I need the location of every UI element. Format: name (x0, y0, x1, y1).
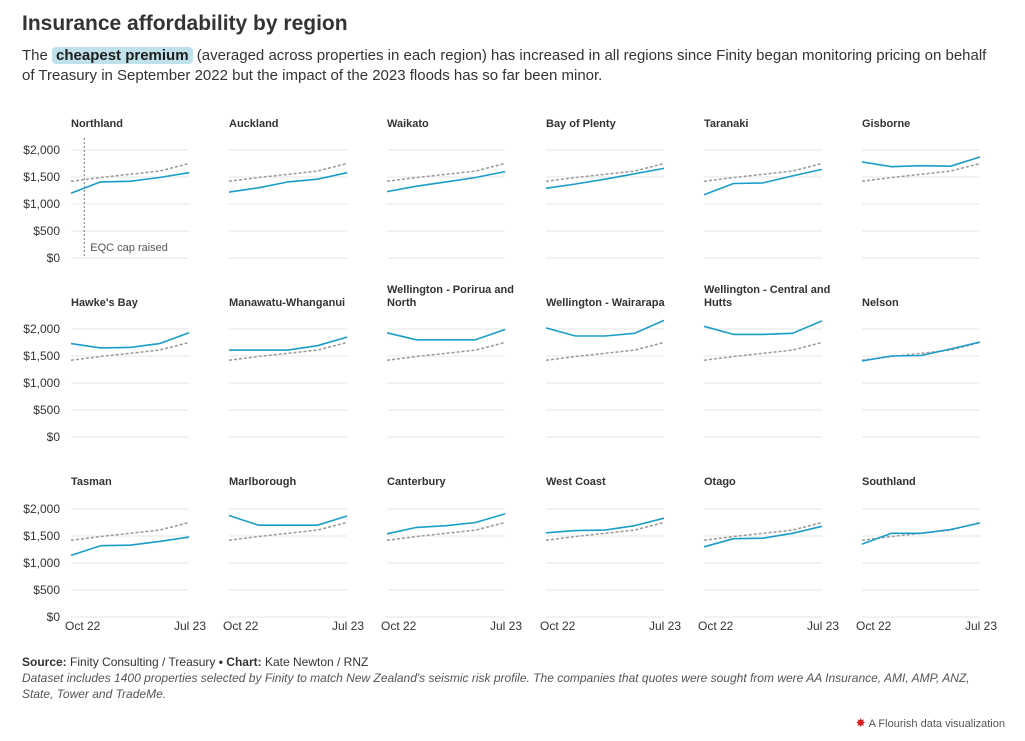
source-text: Finity Consulting / Treasury (66, 655, 219, 669)
region-series-line (228, 514, 348, 527)
region-series-line (703, 168, 823, 196)
region-series-line (229, 336, 348, 351)
y-tick-label: $2,000 (23, 143, 60, 157)
panel-title: Taranaki (704, 118, 748, 130)
panel-title: Southland (862, 476, 916, 488)
subtitle-post: (averaged across properties in each regi… (22, 47, 987, 84)
region-series-line (545, 319, 665, 337)
region-series-line (545, 517, 665, 534)
y-tick-label: $0 (47, 430, 61, 444)
flourish-credit[interactable]: ✸ A Flourish data visualization (856, 716, 1005, 730)
panel-title: Wellington - Wairarapa (546, 297, 665, 309)
flourish-logo-icon: ✸ (855, 716, 866, 730)
annotation-label: EQC cap raised (90, 242, 168, 254)
x-tick-label: Jul 23 (174, 619, 206, 633)
x-tick-label: Jul 23 (332, 619, 364, 633)
reference-series-line (386, 162, 506, 183)
x-tick-label: Jul 23 (649, 619, 681, 633)
chart-subtitle: The cheapest premium (averaged across pr… (22, 46, 1002, 86)
y-tick-label: $500 (33, 583, 60, 597)
panel-title: Tasman (71, 476, 112, 488)
chart-footer: Source: Finity Consulting / Treasury • C… (22, 654, 1002, 702)
y-tick-label: $1,000 (23, 556, 60, 570)
region-series-line (386, 170, 506, 193)
panel-title: Otago (704, 476, 736, 488)
panel-title: Marlborough (229, 476, 296, 488)
small-multiples-chart: $0 $500 $1,000 $1,500 $2,000 Northland EQC cap… (23, 118, 997, 633)
y-tick-label: $1,500 (23, 349, 60, 363)
chart-credit-label: Chart: (222, 655, 262, 669)
x-tick-label: Oct 22 (65, 619, 101, 633)
y-tick-label: $1,500 (23, 529, 60, 543)
subtitle-highlight-legend: cheapest premium (52, 47, 193, 64)
subtitle-pre: The (22, 47, 53, 64)
y-tick-label: $2,000 (23, 502, 60, 516)
region-series-line (228, 171, 348, 193)
region-series-line (386, 328, 506, 341)
panel-title: North (387, 297, 417, 309)
chart-title: Insurance affordability by region (22, 12, 348, 35)
region-series-line (703, 525, 823, 548)
x-tick-label: Oct 22 (381, 619, 417, 633)
y-tick-label: $0 (47, 610, 61, 624)
reference-series-line (703, 341, 823, 362)
reference-series-line (703, 162, 823, 183)
reference-series-line (386, 341, 506, 362)
panel-title: Auckland (229, 118, 279, 130)
panel-title: Hutts (704, 297, 732, 309)
x-tick-label: Oct 22 (856, 619, 892, 633)
chart-credit-text: Kate Newton / RNZ (261, 655, 369, 669)
y-tick-label: $0 (47, 251, 61, 265)
y-tick-label: $1,500 (23, 170, 60, 184)
panel-title: Waikato (387, 118, 429, 130)
reference-series-line (228, 341, 348, 362)
y-tick-label: $1,000 (23, 376, 60, 390)
panel-title: Wellington - Porirua and (387, 284, 514, 296)
y-tick-label: $2,000 (23, 322, 60, 336)
region-series-line (545, 167, 665, 190)
footer-separator: • (218, 655, 223, 669)
panel-title: Wellington - Central and (704, 284, 830, 296)
reference-series-line (545, 341, 665, 362)
region-series-line (703, 320, 823, 336)
region-series-line (861, 156, 981, 168)
region-series-line (70, 332, 190, 349)
panel-title: West Coast (546, 476, 606, 488)
dataset-note: Dataset includes 1400 properties selecte… (22, 671, 970, 701)
panel-title: Hawke's Bay (71, 297, 139, 309)
reference-series-line (228, 162, 348, 183)
x-tick-label: Jul 23 (807, 619, 839, 633)
reference-series-line (70, 341, 190, 362)
panel-title: Bay of Plenty (546, 118, 617, 130)
panel-title: Manawatu-Whanganui (229, 297, 345, 309)
panel-title: Canterbury (387, 476, 447, 488)
source-line: Source: Finity Consulting / Treasury • C… (22, 654, 1002, 670)
panel-title: Gisborne (862, 118, 910, 130)
region-series-line (386, 513, 506, 535)
panel-title: Nelson (862, 297, 899, 309)
flourish-credit-text: A Flourish data visualization (868, 718, 1005, 730)
region-series-line (861, 522, 981, 545)
panel-title: Northland (71, 118, 123, 130)
x-tick-label: Oct 22 (698, 619, 734, 633)
region-series-line (70, 171, 190, 194)
reference-series-line (70, 162, 190, 183)
region-series-line (70, 536, 190, 557)
y-tick-label: $500 (33, 403, 60, 417)
y-tick-label: $1,000 (23, 197, 60, 211)
x-tick-label: Oct 22 (540, 619, 576, 633)
reference-series-line (70, 521, 190, 542)
x-tick-label: Oct 22 (223, 619, 259, 633)
source-label: Source: (22, 655, 67, 669)
region-series-line (861, 341, 981, 362)
y-tick-label: $500 (33, 224, 60, 238)
x-tick-label: Jul 23 (490, 619, 522, 633)
x-tick-label: Jul 23 (965, 619, 997, 633)
